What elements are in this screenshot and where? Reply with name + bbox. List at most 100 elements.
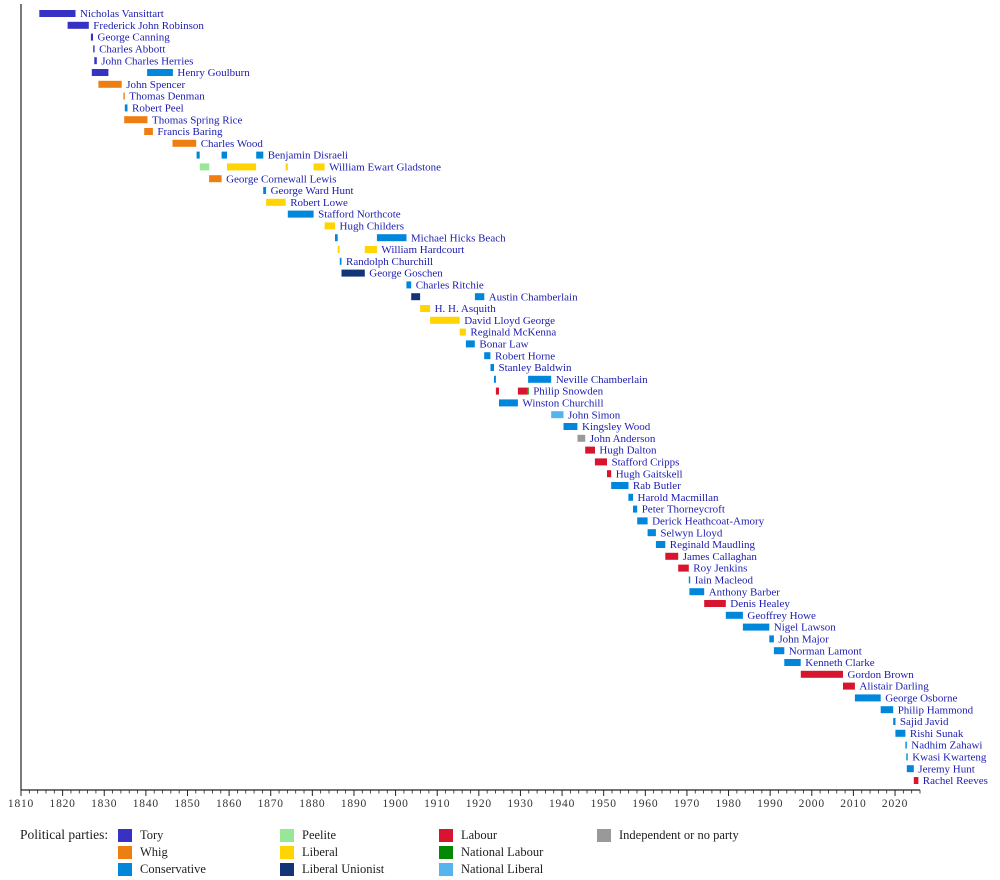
- term-bar: [742, 623, 770, 631]
- chancellor-row: Alistair Darling: [843, 681, 929, 693]
- chancellor-row: Neville Chamberlain: [494, 374, 648, 386]
- chancellor-name-label: John Simon: [568, 409, 621, 421]
- term-bar: [39, 10, 76, 17]
- chancellor-name-label: Nicholas Vansittart: [80, 8, 164, 20]
- chancellor-row: Nigel Lawson: [742, 622, 836, 634]
- x-tick-label: 1860: [216, 798, 242, 810]
- chancellor-name-label: Derick Heathcoat-Amory: [652, 516, 765, 528]
- term-bar: [459, 328, 466, 336]
- term-bar: [880, 706, 894, 714]
- chancellor-row: Peter Thorneycroft: [633, 504, 725, 516]
- x-tick-label: 1920: [466, 798, 492, 810]
- party-color-swatch: [280, 845, 294, 859]
- chancellor-name-label: Robert Lowe: [290, 197, 348, 209]
- term-bar: [725, 611, 743, 619]
- chancellor-name-label: David Lloyd George: [464, 315, 555, 327]
- term-bar: [67, 21, 89, 29]
- term-bar: [854, 694, 881, 702]
- term-bar: [144, 128, 153, 135]
- chancellor-name-label: Rachel Reeves: [923, 775, 988, 787]
- chancellor-row: John Simon: [551, 409, 621, 421]
- x-tick-label: 1840: [133, 798, 159, 810]
- party-color-swatch: [118, 845, 132, 859]
- chancellor-name-label: George Osborne: [885, 693, 957, 705]
- chancellor-name-label: Denis Healey: [730, 598, 790, 610]
- chancellor-row: Anthony Barber: [689, 586, 780, 598]
- chancellor-name-label: Nadhim Zahawi: [911, 740, 982, 752]
- legend-item: Whig: [118, 843, 168, 859]
- chancellor-row: Stafford Northcote: [287, 209, 401, 221]
- chancellor-row: George Cornewall Lewis: [209, 173, 336, 185]
- term-bar: [528, 375, 552, 383]
- term-bar: [465, 340, 475, 348]
- term-bar: [913, 777, 919, 784]
- chancellor-name-label: John Spencer: [126, 79, 185, 91]
- chancellor-name-label: Rab Butler: [633, 480, 681, 492]
- chancellor-row: Rachel Reeves: [913, 775, 988, 787]
- x-tick-label: 2010: [840, 798, 866, 810]
- chancellor-row: Roy Jenkins: [678, 563, 747, 575]
- party-name-label: Liberal: [302, 844, 339, 859]
- party-color-swatch: [280, 862, 294, 876]
- chancellor-name-label: Rishi Sunak: [910, 728, 964, 740]
- chancellor-name-label: Reginald McKenna: [470, 327, 556, 339]
- legend-item: Liberal: [280, 843, 339, 859]
- term-bar: [906, 753, 908, 761]
- chancellor-name-label: Austin Chamberlain: [489, 291, 578, 303]
- chancellor-name-label: Winston Churchill: [522, 398, 603, 410]
- x-tick-label: 1820: [50, 798, 76, 810]
- chancellor-row: Winston Churchill: [499, 398, 604, 410]
- chancellor-row: Charles Wood: [172, 138, 263, 150]
- party-name-label: National Liberal: [461, 861, 544, 876]
- term-bar: [633, 505, 638, 513]
- chancellor-row: Norman Lamont: [773, 645, 862, 657]
- chancellor-row: Nadhim Zahawi: [905, 740, 982, 752]
- x-tick-label: 1940: [549, 798, 575, 810]
- term-bar: [209, 175, 222, 183]
- term-bar: [905, 741, 907, 749]
- term-bar: [517, 387, 528, 395]
- term-bar: [199, 163, 210, 171]
- legend-item: Tory: [118, 826, 164, 842]
- chancellor-row: Frederick John Robinson: [67, 20, 204, 32]
- term-bar: [607, 470, 612, 478]
- term-bar: [527, 387, 529, 395]
- chancellor-row: Denis Healey: [704, 598, 790, 610]
- party-color-swatch: [439, 828, 453, 842]
- chancellor-name-label: Selwyn Lloyd: [660, 527, 723, 539]
- term-bar: [490, 364, 494, 371]
- x-tick-label: 1890: [341, 798, 367, 810]
- chancellor-name-label: John Major: [778, 634, 829, 646]
- chancellor-name-label: William Hardcourt: [381, 244, 464, 256]
- chancellor-name-label: William Ewart Gladstone: [329, 162, 441, 174]
- term-bar: [341, 269, 365, 277]
- party-color-swatch: [118, 862, 132, 876]
- chancellor-name-label: Neville Chamberlain: [556, 374, 648, 386]
- term-bar: [843, 682, 855, 690]
- chancellor-row: Michael Hicks Beach: [335, 232, 506, 244]
- legend-item: Peelite: [280, 826, 336, 842]
- x-tick-label: 1810: [8, 798, 34, 810]
- chancellor-name-label: George Canning: [98, 32, 171, 44]
- chancellor-row: Bonar Law: [465, 339, 529, 351]
- chancellor-row: H. H. Asquith: [420, 303, 496, 315]
- chancellor-row: Robert Lowe: [266, 197, 348, 209]
- term-bar: [93, 45, 95, 53]
- term-bar: [800, 670, 843, 678]
- chancellor-row: George Osborne: [854, 693, 958, 705]
- party-color-swatch: [597, 828, 611, 842]
- chancellor-row: Rab Butler: [611, 480, 681, 492]
- chancellor-name-label: Hugh Dalton: [599, 445, 657, 457]
- party-color-swatch: [439, 845, 453, 859]
- party-name-label: Tory: [140, 827, 164, 842]
- term-bar: [906, 765, 914, 773]
- chancellor-name-label: Robert Peel: [132, 103, 184, 115]
- chancellor-name-label: Michael Hicks Beach: [411, 232, 506, 244]
- chancellor-row: John Spencer: [98, 79, 185, 91]
- chancellor-row: John Charles Herries: [94, 55, 193, 67]
- chancellor-name-label: H. H. Asquith: [435, 303, 497, 315]
- chancellor-row: David Lloyd George: [430, 315, 555, 327]
- chancellor-row: James Callaghan: [665, 551, 757, 563]
- legend: Political parties: Tory Whig Conservative P…: [0, 826, 1000, 880]
